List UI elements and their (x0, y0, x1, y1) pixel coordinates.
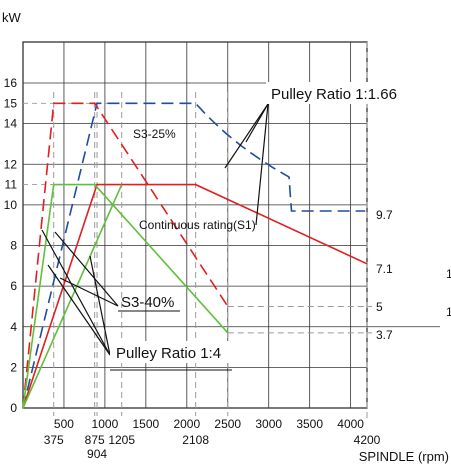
y-tick-label: 6 (10, 279, 17, 293)
x-tick-label-bottom: 4200 (354, 433, 381, 447)
x-tick-label: 4000 (337, 417, 364, 431)
x-tick-label-bottom: 875 (85, 433, 105, 447)
callout-box-1-66 (266, 82, 440, 104)
x-tick-label: 3500 (296, 417, 323, 431)
annotation-s3-25: S3-25% (133, 127, 176, 141)
margin-label-2: 1 (446, 305, 451, 319)
y-tick-label: 2 (10, 360, 17, 374)
margin-label-1: 1 (446, 267, 451, 281)
x-tick-label: 1500 (133, 417, 160, 431)
callout-box-1-4 (110, 341, 232, 363)
x-tick-label-bottom: 375 (44, 433, 64, 447)
callout-pulley-ratio-1-4: Pulley Ratio 1:4 (116, 345, 221, 362)
x-tick-label: 500 (54, 417, 74, 431)
series-line-3 (22, 183, 368, 409)
annotation-continuous-rating: Continuous rating(S1) (139, 218, 256, 232)
callout-arrows (41, 103, 269, 371)
y-tick-label: 4 (10, 320, 17, 334)
y-tick-label: 10 (4, 198, 18, 212)
series-line-4 (22, 183, 229, 409)
series-line-5 (22, 184, 123, 409)
callout-arrow (41, 229, 111, 356)
y-tick-label: 11 (5, 178, 18, 192)
callout-pulley-ratio-1-66: Pulley Ratio 1:1.66 (271, 86, 397, 103)
callout-arrow (255, 103, 269, 226)
x-tick-label: 1000 (92, 417, 119, 431)
y-axis-label: kW (2, 10, 22, 25)
y-tick-label: 8 (10, 239, 17, 253)
end-label-9-7: 9.7 (376, 208, 393, 222)
x-tick-label: 2500 (214, 417, 241, 431)
x-axis-label: SPINDLE (rpm) (359, 449, 449, 464)
y-tick-label: 15 (4, 96, 18, 110)
x-tick-label: 2000 (173, 417, 200, 431)
x-tick-label: 3000 (255, 417, 282, 431)
y-tick-label: 12 (4, 157, 18, 171)
x-tick-label-bottom: 2108 (182, 433, 209, 447)
end-label-3-7: 3.7 (376, 328, 393, 342)
end-label-5: 5 (376, 300, 383, 314)
callout-arrow (47, 264, 111, 356)
callout-arrow (59, 277, 119, 307)
series-line-2 (22, 102, 229, 409)
x-tick-label-bottom: 1205 (108, 433, 135, 447)
y-tick-label: 0 (10, 401, 17, 415)
callout-arrow (89, 255, 111, 356)
annotation-s3-40: S3-40% (121, 294, 174, 311)
callout-arrow (54, 231, 119, 307)
y-tick-label: 16 (4, 76, 18, 90)
series-lines (22, 102, 368, 409)
x-tick-label-bottom2: 904 (87, 447, 107, 461)
y-tick-label: 14 (4, 117, 18, 131)
callout-arrow (224, 103, 269, 169)
end-label-7-1: 7.1 (376, 262, 393, 276)
